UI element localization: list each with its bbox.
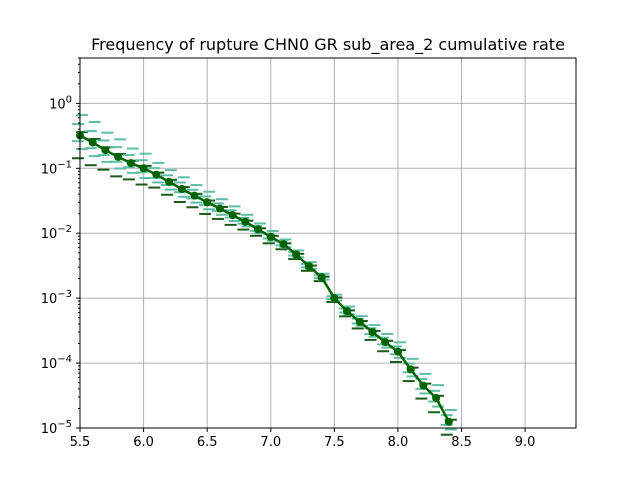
mean-point — [241, 217, 250, 226]
mean-point — [114, 152, 123, 161]
mean-point — [126, 159, 135, 168]
x-tick-label: 7.5 — [324, 435, 345, 450]
x-tick-label: 6.0 — [133, 435, 154, 450]
mean-point — [101, 146, 110, 155]
mean-point — [343, 307, 352, 316]
mean-point — [165, 177, 174, 186]
mean-point — [215, 204, 224, 213]
y-tick-label: 10−4 — [41, 354, 72, 372]
mean-point — [152, 170, 161, 179]
x-axis: 5.5 6.0 6.5 7.0 7.5 8.0 8.5 9.0 — [70, 428, 536, 450]
mean-point — [190, 191, 199, 200]
mean-point — [419, 381, 428, 390]
y-tick-exponent: −4 — [57, 354, 72, 365]
mean-point — [228, 211, 237, 220]
y-tick-exponent: −2 — [57, 224, 72, 235]
x-tick-label: 8.0 — [388, 435, 409, 450]
mean-point — [393, 347, 402, 356]
y-tick-label: 10−5 — [41, 419, 72, 437]
mean-point — [406, 365, 415, 374]
x-tick-label: 8.5 — [451, 435, 472, 450]
mean-point — [292, 250, 301, 259]
y-tick-label: 100 — [49, 94, 72, 112]
mean-point — [279, 240, 288, 249]
y-tick-base: 10 — [41, 292, 58, 307]
y-tick-label: 10−2 — [41, 224, 72, 242]
mean-point — [368, 328, 377, 337]
mean-series — [76, 131, 453, 426]
y-tick-exponent: −3 — [57, 289, 72, 300]
x-tick-label: 9.0 — [515, 435, 536, 450]
y-tick-base: 10 — [41, 422, 58, 437]
mean-point — [203, 198, 212, 207]
mean-point — [304, 262, 313, 271]
mean-point — [254, 225, 263, 234]
y-tick-exponent: 0 — [66, 94, 72, 105]
y-tick-label: 10−3 — [41, 289, 72, 307]
mean-point — [317, 273, 326, 282]
x-tick-label: 5.5 — [70, 435, 91, 450]
mean-point — [177, 184, 186, 193]
y-tick-base: 10 — [41, 357, 58, 372]
mean-point — [139, 164, 148, 173]
mean-point — [444, 417, 453, 426]
mean-point — [432, 393, 441, 402]
y-tick-base: 10 — [41, 227, 58, 242]
mean-point — [355, 317, 364, 326]
y-tick-label: 10−1 — [41, 159, 72, 177]
mean-point — [330, 294, 339, 303]
mean-point — [266, 232, 275, 241]
y-tick-base: 10 — [41, 162, 58, 177]
x-tick-label: 7.0 — [260, 435, 281, 450]
mean-point — [88, 138, 97, 147]
y-tick-base: 10 — [49, 97, 66, 112]
chart-title: Frequency of rupture CHN0 GR sub_area_2 … — [91, 35, 565, 55]
y-tick-exponent: −5 — [57, 419, 72, 430]
mean-point — [381, 338, 390, 347]
y-tick-exponent: −1 — [57, 159, 72, 170]
x-tick-label: 6.5 — [197, 435, 218, 450]
